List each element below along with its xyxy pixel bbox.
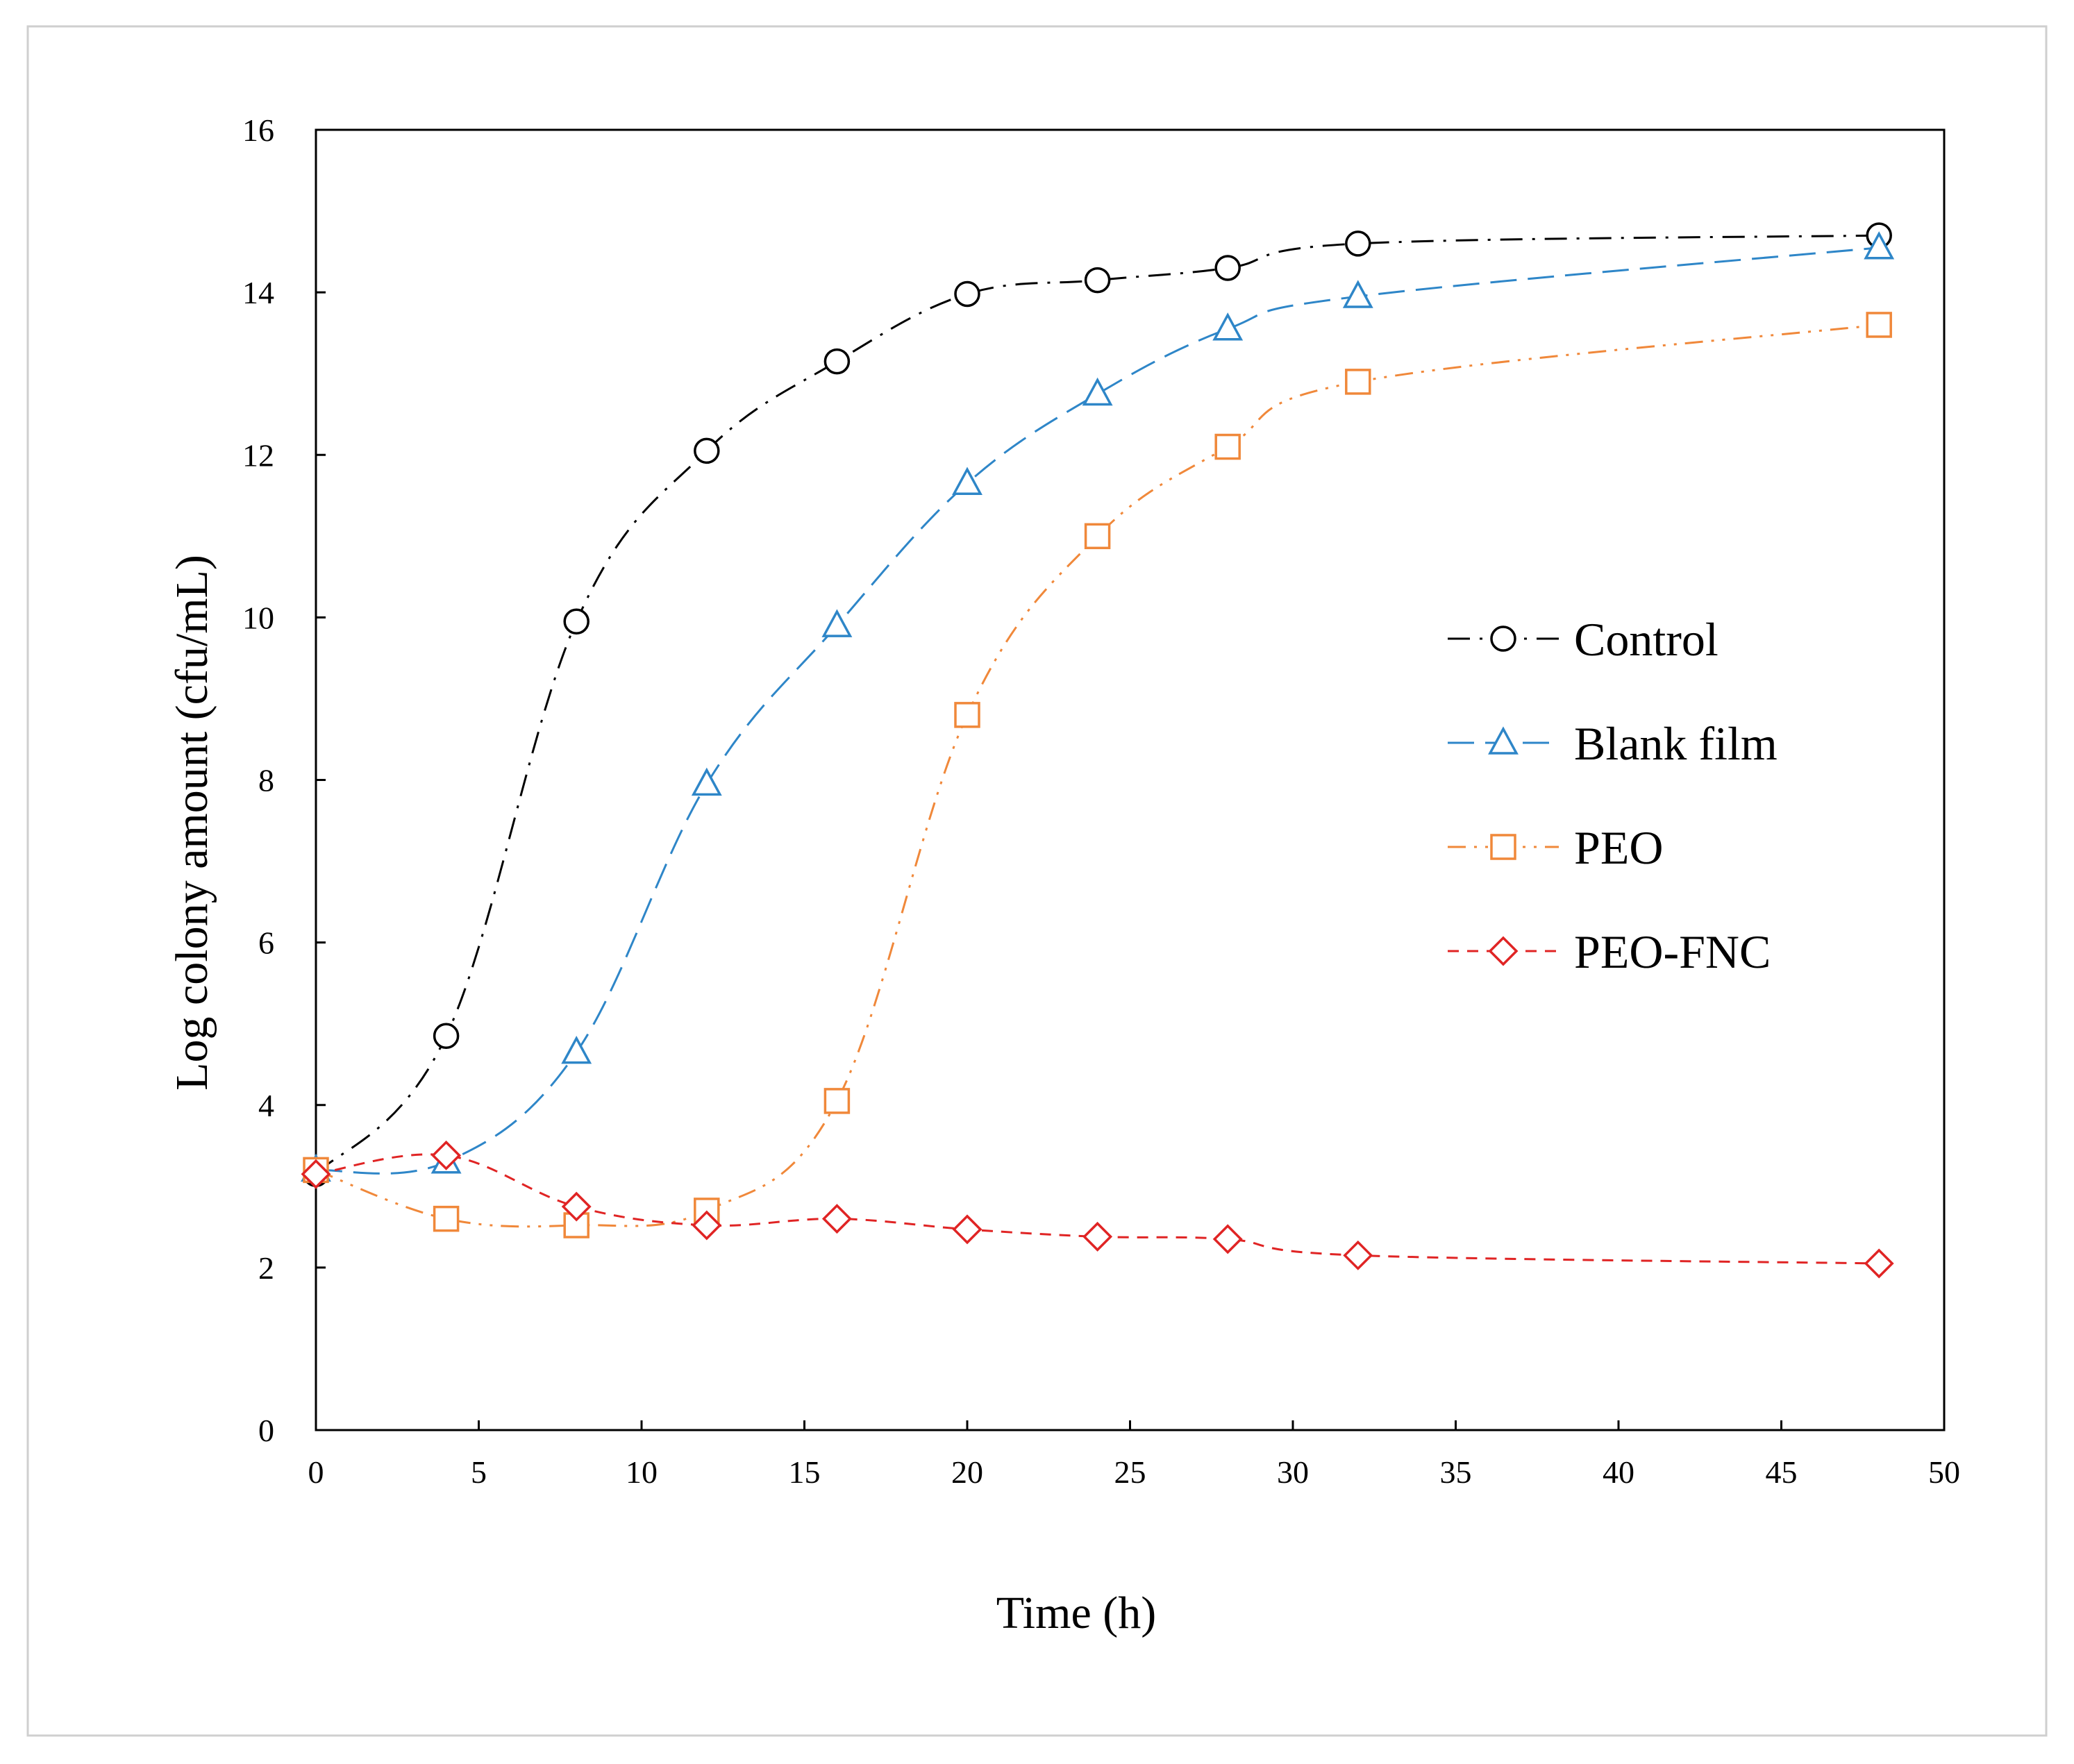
x-axis-title: Time (h)	[996, 1588, 1156, 1638]
x-tick-label: 50	[1928, 1454, 1960, 1490]
legend-label-peo: PEO	[1574, 821, 1663, 874]
x-tick-label: 10	[626, 1454, 658, 1490]
y-tick-label: 8	[258, 763, 274, 798]
x-tick-label: 25	[1114, 1454, 1146, 1490]
data-point-peo	[1866, 312, 1892, 338]
legend-marker-control	[1490, 625, 1516, 652]
data-point-control	[433, 1023, 460, 1049]
y-tick-label: 14	[242, 275, 274, 310]
data-point-control	[563, 608, 589, 635]
data-point-blank-film	[952, 467, 982, 495]
x-tick-label: 35	[1440, 1454, 1472, 1490]
x-tick-label: 40	[1603, 1454, 1634, 1490]
x-tick-label: 15	[789, 1454, 821, 1490]
data-point-control	[823, 348, 851, 375]
legend-marker-peo	[1490, 834, 1516, 860]
data-point-peo-fnc	[431, 1140, 462, 1170]
data-point-peo-fnc	[1082, 1221, 1113, 1252]
x-tick-label: 20	[951, 1454, 983, 1490]
data-point-peo-fnc	[1864, 1248, 1894, 1279]
x-tick-label: 30	[1277, 1454, 1309, 1490]
legend-marker-peo-fnc	[1488, 936, 1519, 966]
data-point-peo-fnc	[1212, 1224, 1243, 1254]
data-point-peo-fnc	[561, 1191, 592, 1222]
data-point-control	[954, 280, 980, 308]
y-tick-label: 12	[242, 437, 274, 473]
data-point-peo	[1084, 523, 1111, 550]
data-point-peo-fnc	[821, 1204, 852, 1234]
y-axis-title: Log colony amount (cfu/mL)	[167, 555, 217, 1091]
y-tick-label: 10	[242, 600, 274, 635]
data-point-blank-film	[821, 609, 853, 637]
data-point-peo	[823, 1088, 851, 1114]
x-tick-label: 0	[308, 1454, 324, 1490]
y-tick-label: 16	[242, 112, 274, 148]
plot-area: 0 5 10 15 20 25 30 35 40 45 50 0 2 4 6 8 10 12 14 16	[242, 112, 1960, 1490]
legend-label-control: Control	[1574, 613, 1718, 666]
legend-label-peo-fnc: PEO-FNC	[1574, 925, 1771, 978]
series-line-control	[315, 234, 1880, 1175]
x-tick-label: 5	[471, 1454, 487, 1490]
data-point-peo-fnc	[1343, 1240, 1373, 1270]
data-point-control	[1345, 230, 1371, 257]
data-point-peo-fnc	[301, 1159, 331, 1189]
y-tick-label: 4	[258, 1088, 274, 1123]
x-tick-label: 45	[1766, 1454, 1798, 1490]
data-point-blank-film	[1864, 231, 1895, 260]
figure-border	[26, 25, 2048, 1737]
data-point-control	[1084, 267, 1111, 294]
y-tick-label: 2	[258, 1250, 274, 1286]
data-point-peo	[433, 1205, 460, 1232]
data-point-control	[694, 437, 720, 464]
data-point-blank-film	[1342, 280, 1373, 308]
y-tick-label: 0	[258, 1413, 274, 1448]
legend: Control Blank film PEO PEO-FNC	[1448, 613, 1778, 978]
data-point-blank-film	[1082, 377, 1113, 406]
legend-label-blank-film: Blank film	[1574, 717, 1778, 770]
data-point-blank-film	[1212, 312, 1244, 341]
data-point-peo-fnc	[952, 1214, 982, 1245]
data-point-peo	[1214, 433, 1241, 460]
legend-marker-blank-film	[1488, 726, 1519, 755]
data-point-blank-film	[561, 1035, 592, 1064]
data-point-blank-film	[691, 767, 722, 796]
y-tick-label: 6	[258, 925, 274, 961]
data-point-peo-fnc	[692, 1210, 722, 1241]
data-point-peo	[1345, 369, 1371, 395]
data-point-peo	[954, 702, 980, 728]
data-point-control	[1214, 255, 1241, 281]
